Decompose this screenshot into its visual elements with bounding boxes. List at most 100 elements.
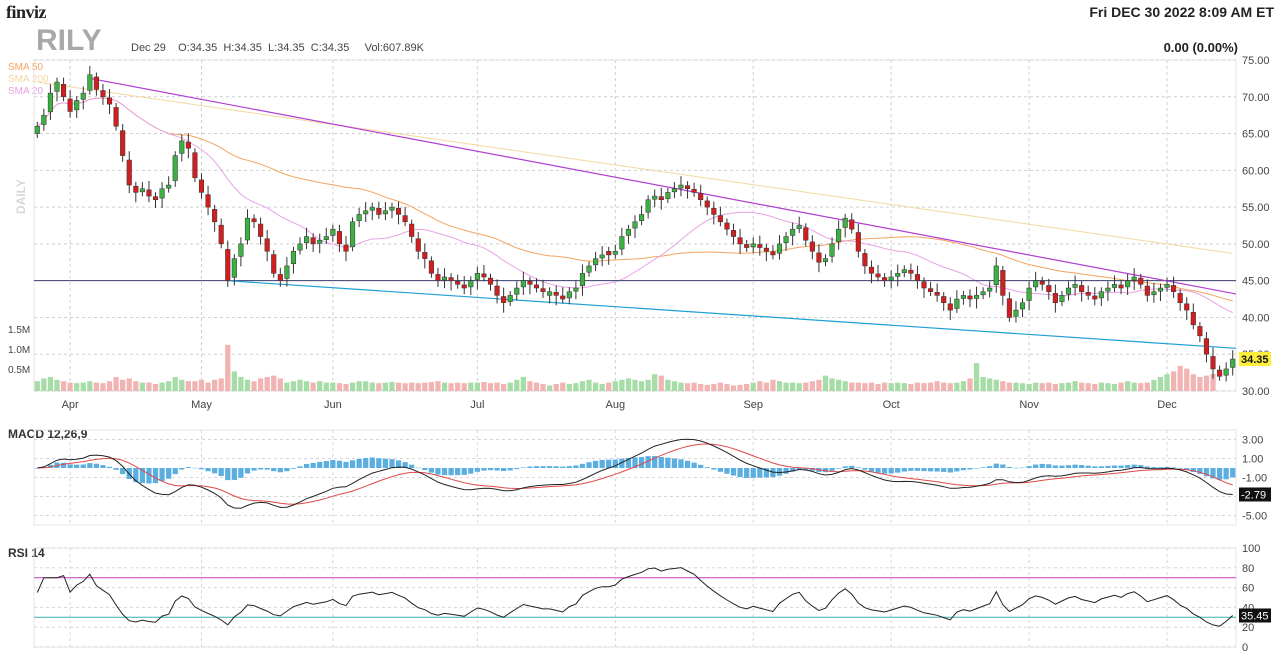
volume-bar bbox=[251, 381, 257, 391]
month-label: Jul bbox=[470, 399, 484, 411]
candle-down bbox=[1203, 338, 1209, 355]
macd-histogram-bar bbox=[1157, 467, 1164, 468]
volume-tick: 0.5M bbox=[8, 365, 31, 376]
volume-bar bbox=[1190, 374, 1196, 391]
volume-bar bbox=[192, 381, 198, 391]
candle-down bbox=[1039, 280, 1045, 285]
candle-up bbox=[776, 243, 783, 254]
price-y-axis: 75.00 70.00 65.00 60.00 55.00 50.00 45.00 40.00… bbox=[1242, 55, 1270, 398]
volume-bar bbox=[54, 379, 60, 391]
volume-bar bbox=[1059, 383, 1065, 391]
candle-down bbox=[1171, 285, 1177, 292]
macd-histogram-bar bbox=[1019, 467, 1026, 469]
volume-bar bbox=[428, 382, 435, 391]
rsi-last-label: 35.45 bbox=[1241, 611, 1269, 623]
volume-bar bbox=[737, 384, 743, 391]
volume-bar bbox=[520, 377, 526, 391]
macd-histogram-bar bbox=[533, 466, 540, 468]
month-label: Dec bbox=[1157, 399, 1177, 411]
candle-down bbox=[494, 285, 500, 296]
candle-down bbox=[757, 244, 763, 248]
candle-down bbox=[1190, 312, 1196, 326]
volume-bar bbox=[93, 382, 100, 391]
macd-histogram-bar bbox=[973, 468, 980, 469]
macd-histogram-bar bbox=[698, 464, 704, 468]
candle-down bbox=[152, 196, 159, 201]
volume-bar bbox=[790, 382, 796, 391]
volume-bar bbox=[881, 382, 888, 391]
macd-signal-line bbox=[37, 443, 1233, 505]
volume-bar bbox=[179, 379, 185, 391]
macd-histogram-bar bbox=[993, 463, 999, 468]
candle-down bbox=[934, 292, 940, 296]
candle-down bbox=[271, 254, 277, 274]
candle-up bbox=[1019, 302, 1026, 310]
volume-bar bbox=[1203, 375, 1210, 391]
candle-down bbox=[409, 223, 415, 237]
volume-bar bbox=[796, 383, 802, 391]
candle-down bbox=[691, 189, 697, 193]
candle-up bbox=[671, 188, 677, 193]
volume-bar bbox=[277, 378, 283, 391]
candle-down bbox=[770, 251, 776, 256]
volume-bar bbox=[100, 383, 106, 391]
volume-bar bbox=[231, 371, 237, 391]
macd-histogram-bar bbox=[376, 458, 382, 468]
macd-histogram-bar bbox=[566, 466, 572, 468]
volume-bar bbox=[441, 382, 448, 391]
candle-down bbox=[606, 250, 612, 256]
macd-histogram-bar bbox=[395, 460, 402, 468]
volume-bar bbox=[527, 381, 533, 391]
macd-histogram-bar bbox=[113, 468, 119, 470]
candle-down bbox=[1000, 270, 1006, 296]
candle-down bbox=[941, 296, 947, 303]
last-price-tag bbox=[1239, 352, 1271, 367]
rsi-y-tick: 20 bbox=[1242, 622, 1254, 634]
macd-histogram-bar bbox=[507, 468, 513, 471]
price-y-tick: 40.00 bbox=[1242, 312, 1270, 324]
candle-up bbox=[645, 199, 651, 213]
candle-up bbox=[382, 210, 388, 215]
sma200-line bbox=[37, 81, 1233, 254]
volume-bar bbox=[382, 382, 389, 391]
macd-histogram-bar bbox=[625, 457, 632, 468]
candle-up bbox=[1033, 280, 1039, 288]
volume-bar bbox=[730, 385, 737, 391]
month-label: Aug bbox=[606, 399, 626, 411]
macd-line bbox=[37, 438, 1233, 509]
macd-histogram-bar bbox=[205, 468, 211, 472]
volume-bar bbox=[1184, 368, 1190, 391]
candle-up bbox=[1059, 295, 1065, 302]
macd-histogram-bar bbox=[592, 460, 599, 468]
candle-down bbox=[737, 237, 743, 245]
volume-bar bbox=[573, 383, 579, 391]
macd-histogram-bar bbox=[1006, 466, 1013, 468]
candle-down bbox=[422, 252, 428, 259]
candle-down bbox=[855, 232, 861, 252]
candle-down bbox=[1184, 303, 1190, 311]
brand-logo[interactable]: finviz bbox=[6, 2, 47, 22]
macd-histogram-bar bbox=[409, 464, 415, 468]
macd-histogram-bar bbox=[553, 466, 559, 468]
volume-bar bbox=[645, 379, 651, 391]
macd-histogram-bar bbox=[179, 468, 185, 470]
macd-histogram-bar bbox=[435, 468, 441, 475]
macd-histogram-bar bbox=[573, 465, 579, 468]
candle-up bbox=[520, 280, 526, 288]
volume-bar bbox=[987, 378, 993, 391]
candle-up bbox=[159, 188, 165, 199]
macd-histogram-bar bbox=[684, 460, 691, 468]
month-label: May bbox=[191, 399, 212, 411]
volume-bar bbox=[1197, 377, 1203, 391]
macd-histogram-bar bbox=[1105, 465, 1111, 468]
macd-histogram-bar bbox=[619, 458, 625, 468]
macd-histogram-bar bbox=[1151, 466, 1157, 468]
candle-down bbox=[435, 274, 441, 281]
candle-up bbox=[369, 206, 375, 211]
volume-bar bbox=[592, 382, 599, 391]
volume-bar bbox=[684, 383, 691, 391]
volume-bar bbox=[678, 382, 684, 391]
candle-down bbox=[862, 253, 868, 267]
candle-down bbox=[343, 244, 349, 252]
